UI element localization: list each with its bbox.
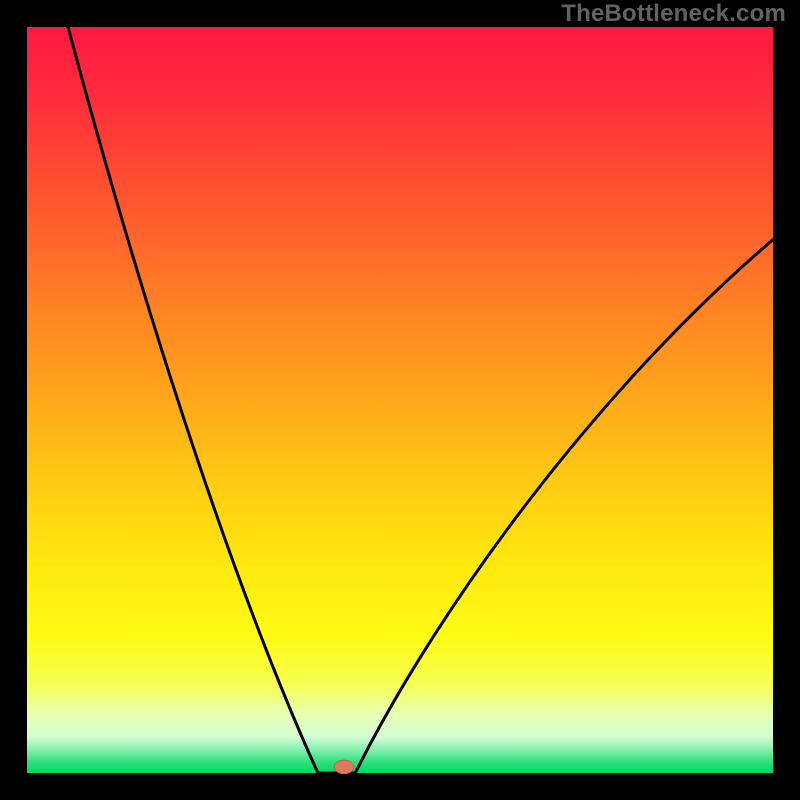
plot-background	[27, 27, 773, 773]
watermark-text: TheBottleneck.com	[561, 0, 786, 28]
chart-svg	[0, 0, 800, 800]
chart-container: TheBottleneck.com	[0, 0, 800, 800]
apex-marker	[334, 760, 354, 774]
